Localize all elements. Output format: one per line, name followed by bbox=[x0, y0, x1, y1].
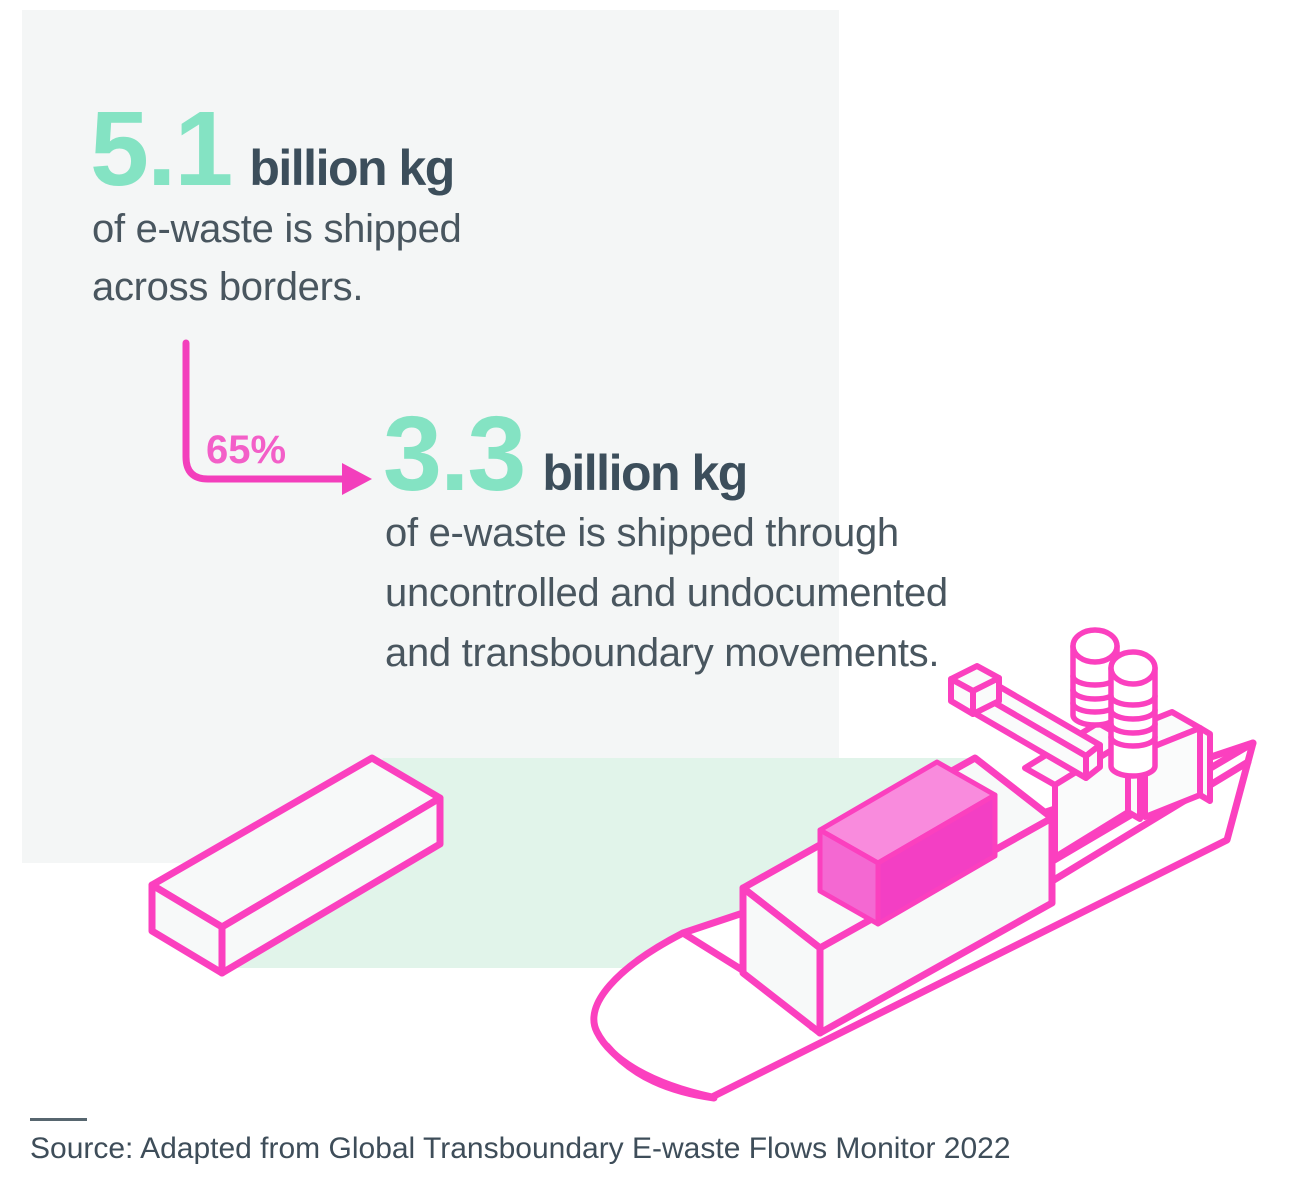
stat-description-line: of e-waste is shipped through bbox=[385, 511, 899, 555]
stat-description-line: of e-waste is shipped bbox=[92, 207, 462, 251]
stat-unit: billion kg bbox=[249, 140, 455, 196]
stat-value: 5.1 bbox=[90, 90, 233, 208]
stat-value: 3.3 bbox=[383, 395, 526, 513]
stat-uncontrolled-total: 3.3 billion kg bbox=[383, 395, 748, 513]
container-box-illustration bbox=[148, 754, 444, 977]
stat-description-line: and transboundary movements. bbox=[385, 631, 940, 675]
stat-description-line: uncontrolled and undocumented bbox=[385, 571, 948, 615]
container-highlight bbox=[817, 759, 998, 927]
stat-unit: billion kg bbox=[542, 445, 748, 501]
stat-description-line: across borders. bbox=[92, 265, 364, 309]
stat-panel-background bbox=[22, 10, 839, 863]
source-text: Source: Adapted from Global Transboundar… bbox=[30, 1132, 1011, 1165]
stat-description: of e-waste is shipped across borders. bbox=[92, 200, 462, 316]
percent-label: 65% bbox=[206, 428, 287, 472]
stat-shipped-total: 5.1 billion kg bbox=[90, 90, 455, 208]
crane-beam bbox=[948, 663, 1103, 781]
flow-arrow-icon bbox=[182, 339, 372, 495]
cargo-ship-illustration bbox=[590, 627, 1257, 1102]
source-divider bbox=[30, 1118, 87, 1121]
stat-description: of e-waste is shipped through uncontroll… bbox=[385, 503, 948, 683]
ship-funnels bbox=[1070, 627, 1158, 779]
